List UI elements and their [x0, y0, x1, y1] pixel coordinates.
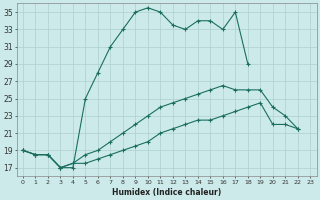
X-axis label: Humidex (Indice chaleur): Humidex (Indice chaleur) — [112, 188, 221, 197]
